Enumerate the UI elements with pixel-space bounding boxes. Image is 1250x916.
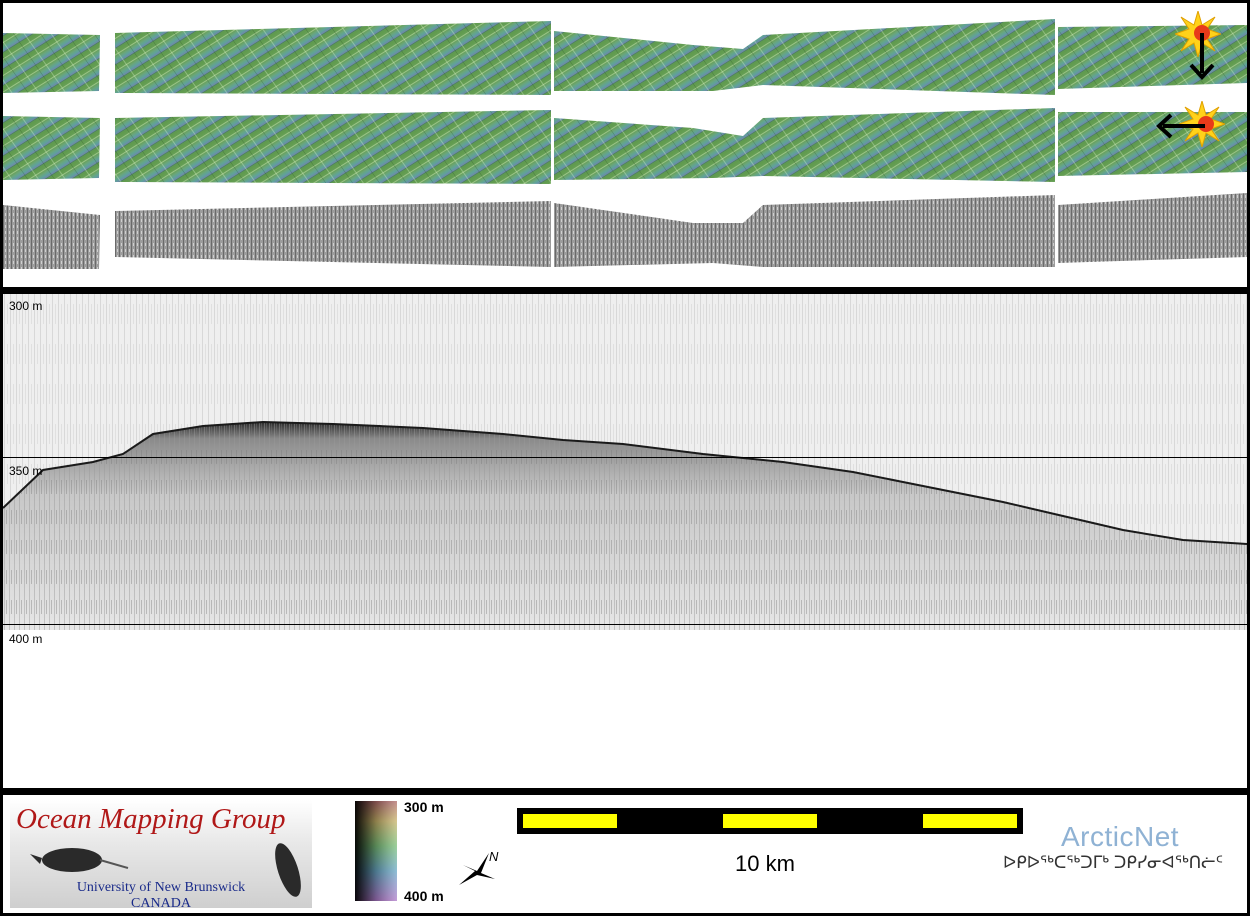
north-arrow-icon: N	[459, 849, 499, 885]
ocean-mapping-group-logo[interactable]: Ocean Mapping Group University of New Br…	[10, 800, 312, 908]
sun-illumination-icon	[1175, 11, 1221, 57]
ship-silhouette-icon	[30, 848, 129, 872]
arrow-left-icon	[1156, 113, 1205, 139]
hillshade-strip-north-illumination	[3, 19, 1247, 95]
depth-colorbar	[355, 801, 397, 901]
north-label: N	[489, 849, 499, 864]
scale-bar-segment	[723, 814, 817, 828]
subbottom-profile-image	[3, 294, 1247, 630]
colorbar-top-label: 300 m	[404, 799, 444, 815]
scale-bar-segment	[923, 814, 1017, 828]
scale-bar	[517, 808, 1023, 834]
legend-footer: Ocean Mapping Group University of New Br…	[3, 795, 1247, 913]
arcticnet-logo[interactable]: ArcticNet	[1061, 821, 1180, 852]
logo-university: University of New Brunswick	[76, 880, 246, 895]
swath-image-panel	[3, 3, 1247, 287]
arcticnet-syllabics: ᐅᑭᐅᖅᑕᖅᑐᒥᒃ ᑐᑭᓯᓂᐊᖅᑎᓖᑦ	[1003, 853, 1224, 872]
logo-title: Ocean Mapping Group	[16, 803, 286, 835]
scale-bar-label: 10 km	[735, 851, 795, 876]
auv-silhouette-icon	[275, 843, 301, 897]
subbottom-profile-panel: 300 m 350 m 400 m	[3, 294, 1247, 788]
depth-line-350	[3, 457, 1247, 458]
logo-country: CANADA	[131, 896, 191, 908]
depth-label-300: 300 m	[9, 299, 43, 313]
depth-label-400: 400 m	[9, 632, 43, 646]
depth-label-350: 350 m	[9, 464, 43, 478]
backscatter-strip	[3, 193, 1247, 269]
depth-line-400	[3, 624, 1247, 625]
hillshade-strip-east-illumination	[3, 108, 1247, 184]
scale-bar-segment	[523, 814, 617, 828]
colorbar-bottom-label: 400 m	[404, 888, 444, 904]
arrow-down-icon	[1189, 33, 1215, 80]
